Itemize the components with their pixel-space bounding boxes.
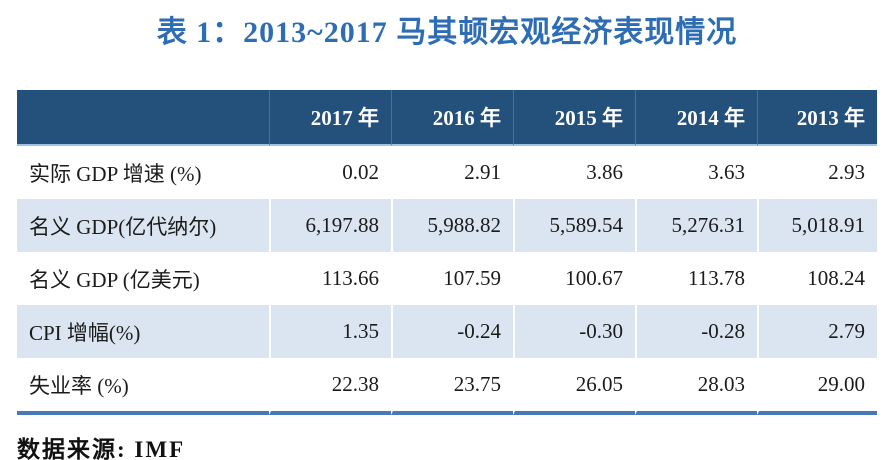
table-row-nominal-gdp-usd: 名义 GDP (亿美元) 113.66 107.59 100.67 113.78…: [17, 252, 877, 305]
value-cell: 113.66: [269, 252, 391, 305]
row-label: 失业率 (%): [17, 358, 269, 415]
value-cell: 26.05: [513, 358, 635, 415]
data-source-note: 数据来源: IMF: [17, 437, 186, 460]
value-cell: 3.63: [635, 146, 757, 199]
value-cell: 108.24: [757, 252, 877, 305]
table-row-real-gdp-growth: 实际 GDP 增速 (%) 0.02 2.91 3.86 3.63 2.93: [17, 146, 877, 199]
value-cell: 22.38: [269, 358, 391, 415]
value-cell: 107.59: [391, 252, 513, 305]
value-cell: 2.93: [757, 146, 877, 199]
value-cell: -0.30: [513, 305, 635, 358]
row-label: 实际 GDP 增速 (%): [17, 146, 269, 199]
row-label: 名义 GDP (亿美元): [17, 252, 269, 305]
header-year-2015: 2015 年: [513, 90, 635, 146]
value-cell: -0.24: [391, 305, 513, 358]
value-cell: 5,988.82: [391, 199, 513, 252]
header-year-2014: 2014 年: [635, 90, 757, 146]
table-title: 表 1：2013~2017 马其顿宏观经济表现情况: [156, 16, 738, 49]
value-cell: 5,276.31: [635, 199, 757, 252]
value-cell: 6,197.88: [269, 199, 391, 252]
header-year-2013: 2013 年: [757, 90, 877, 146]
value-cell: 2.79: [757, 305, 877, 358]
table-row-unemployment-rate: 失业率 (%) 22.38 23.75 26.05 28.03 29.00: [17, 358, 877, 415]
value-cell: 29.00: [757, 358, 877, 415]
row-label: CPI 增幅(%): [17, 305, 269, 358]
value-cell: 28.03: [635, 358, 757, 415]
header-indicator-blank: [17, 90, 269, 146]
header-year-2017: 2017 年: [269, 90, 391, 146]
table-header-row: 2017 年 2016 年 2015 年 2014 年 2013 年: [17, 90, 877, 146]
value-cell: -0.28: [635, 305, 757, 358]
table-row-cpi-growth: CPI 增幅(%) 1.35 -0.24 -0.30 -0.28 2.79: [17, 305, 877, 358]
value-cell: 100.67: [513, 252, 635, 305]
value-cell: 1.35: [269, 305, 391, 358]
value-cell: 23.75: [391, 358, 513, 415]
value-cell: 0.02: [269, 146, 391, 199]
report-table-figure: 表 1：2013~2017 马其顿宏观经济表现情况 2017 年 2016 年 …: [0, 10, 894, 460]
value-cell: 5,018.91: [757, 199, 877, 252]
macro-economy-table: 2017 年 2016 年 2015 年 2014 年 2013 年 实际 GD…: [17, 90, 877, 415]
value-cell: 5,589.54: [513, 199, 635, 252]
value-cell: 113.78: [635, 252, 757, 305]
value-cell: 2.91: [391, 146, 513, 199]
row-label: 名义 GDP(亿代纳尔): [17, 199, 269, 252]
value-cell: 3.86: [513, 146, 635, 199]
table-row-nominal-gdp-denar: 名义 GDP(亿代纳尔) 6,197.88 5,988.82 5,589.54 …: [17, 199, 877, 252]
header-year-2016: 2016 年: [391, 90, 513, 146]
